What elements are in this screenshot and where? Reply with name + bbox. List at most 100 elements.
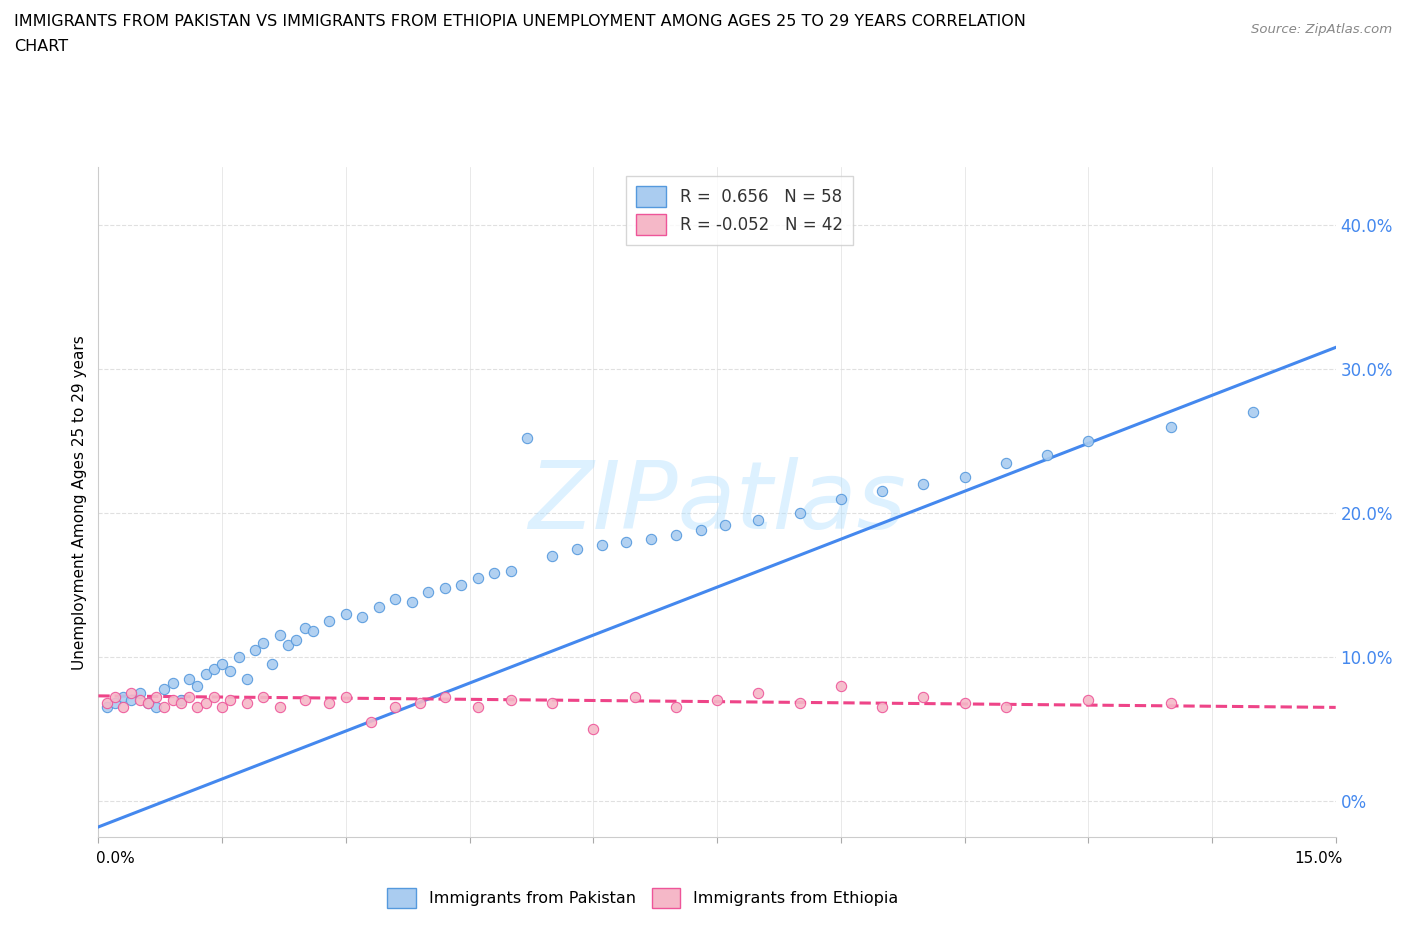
Point bbox=[228, 649, 250, 664]
Point bbox=[96, 696, 118, 711]
Point bbox=[294, 620, 316, 635]
Point bbox=[747, 512, 769, 527]
Point bbox=[384, 592, 406, 607]
Text: 0.0%: 0.0% bbox=[96, 851, 135, 866]
Point bbox=[789, 506, 811, 521]
Point bbox=[153, 700, 176, 715]
Point bbox=[870, 700, 893, 715]
Point bbox=[1036, 448, 1059, 463]
Point bbox=[1077, 433, 1099, 448]
Point bbox=[614, 535, 637, 550]
Point bbox=[269, 700, 291, 715]
Point bbox=[994, 455, 1017, 470]
Point bbox=[335, 606, 357, 621]
Point bbox=[128, 693, 150, 708]
Point bbox=[953, 696, 976, 711]
Point bbox=[994, 700, 1017, 715]
Point bbox=[219, 693, 242, 708]
Point bbox=[318, 614, 340, 629]
Point bbox=[1160, 419, 1182, 434]
Point bbox=[128, 685, 150, 700]
Point bbox=[252, 635, 274, 650]
Point bbox=[260, 657, 283, 671]
Text: IMMIGRANTS FROM PAKISTAN VS IMMIGRANTS FROM ETHIOPIA UNEMPLOYMENT AMONG AGES 25 : IMMIGRANTS FROM PAKISTAN VS IMMIGRANTS F… bbox=[14, 14, 1026, 29]
Point bbox=[418, 585, 440, 600]
Text: Source: ZipAtlas.com: Source: ZipAtlas.com bbox=[1251, 23, 1392, 36]
Point bbox=[335, 690, 357, 705]
Point bbox=[186, 700, 208, 715]
Point bbox=[302, 624, 325, 639]
Point bbox=[269, 628, 291, 643]
Point bbox=[830, 678, 852, 693]
Text: CHART: CHART bbox=[14, 39, 67, 54]
Point bbox=[153, 682, 176, 697]
Point bbox=[194, 667, 217, 682]
Point bbox=[202, 690, 225, 705]
Point bbox=[104, 696, 127, 711]
Point bbox=[1077, 693, 1099, 708]
Point bbox=[360, 714, 382, 729]
Point bbox=[186, 678, 208, 693]
Point bbox=[219, 664, 242, 679]
Y-axis label: Unemployment Among Ages 25 to 29 years: Unemployment Among Ages 25 to 29 years bbox=[72, 335, 87, 670]
Point bbox=[516, 431, 538, 445]
Point bbox=[484, 566, 506, 581]
Point bbox=[211, 700, 233, 715]
Point bbox=[912, 690, 935, 705]
Point bbox=[541, 549, 564, 564]
Point bbox=[689, 523, 711, 538]
Legend: Immigrants from Pakistan, Immigrants from Ethiopia: Immigrants from Pakistan, Immigrants fro… bbox=[380, 880, 907, 916]
Point bbox=[953, 470, 976, 485]
Point bbox=[294, 693, 316, 708]
Point bbox=[401, 595, 423, 610]
Point bbox=[367, 599, 389, 614]
Point bbox=[145, 690, 167, 705]
Point bbox=[145, 700, 167, 715]
Point bbox=[120, 685, 142, 700]
Point bbox=[623, 690, 645, 705]
Point bbox=[433, 580, 456, 595]
Text: 15.0%: 15.0% bbox=[1295, 851, 1343, 866]
Point bbox=[747, 685, 769, 700]
Point bbox=[591, 538, 613, 552]
Point bbox=[120, 693, 142, 708]
Point bbox=[565, 541, 588, 556]
Point bbox=[499, 693, 522, 708]
Point bbox=[112, 700, 135, 715]
Point bbox=[162, 675, 184, 690]
Point bbox=[384, 700, 406, 715]
Point bbox=[285, 632, 308, 647]
Point bbox=[409, 696, 432, 711]
Point bbox=[162, 693, 184, 708]
Point bbox=[582, 722, 605, 737]
Point bbox=[252, 690, 274, 705]
Point bbox=[179, 671, 201, 686]
Point bbox=[96, 700, 118, 715]
Point bbox=[912, 477, 935, 492]
Text: ZIPatlas: ZIPatlas bbox=[529, 457, 905, 548]
Point bbox=[277, 638, 299, 653]
Point bbox=[450, 578, 472, 592]
Point bbox=[136, 696, 159, 711]
Point bbox=[104, 690, 127, 705]
Point bbox=[179, 690, 201, 705]
Point bbox=[499, 564, 522, 578]
Point bbox=[112, 690, 135, 705]
Point bbox=[236, 696, 259, 711]
Point bbox=[467, 570, 489, 585]
Point bbox=[1160, 696, 1182, 711]
Point bbox=[789, 696, 811, 711]
Point bbox=[830, 491, 852, 506]
Point bbox=[1241, 405, 1264, 419]
Point bbox=[202, 661, 225, 676]
Point bbox=[170, 696, 193, 711]
Point bbox=[318, 696, 340, 711]
Point bbox=[467, 700, 489, 715]
Point bbox=[170, 693, 193, 708]
Point bbox=[706, 693, 728, 708]
Point bbox=[665, 527, 688, 542]
Point bbox=[352, 609, 374, 624]
Point bbox=[714, 517, 737, 532]
Point bbox=[541, 696, 564, 711]
Point bbox=[211, 657, 233, 671]
